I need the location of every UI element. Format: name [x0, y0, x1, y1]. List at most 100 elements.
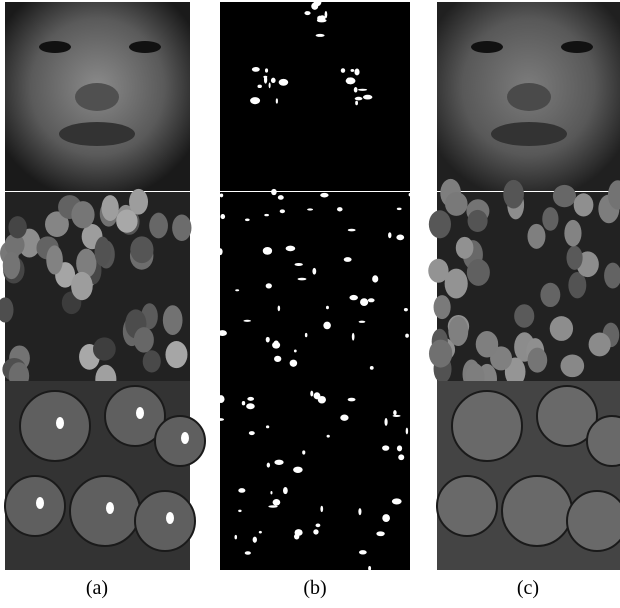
mouth [491, 122, 567, 146]
highlight-spot [355, 97, 363, 101]
highlight-spot [355, 101, 358, 105]
glint [136, 407, 144, 419]
highlight-spot [406, 428, 408, 435]
panel-label: (b) [303, 577, 326, 599]
highlight-spot [312, 268, 316, 275]
highlight-spot [318, 16, 321, 18]
highlight-spot [238, 488, 245, 493]
highlight-spot [217, 418, 224, 421]
jellybean [102, 195, 119, 221]
highlight-spot [348, 398, 356, 402]
highlight-spot [306, 11, 308, 14]
jellybean [8, 216, 26, 238]
jellybean [527, 348, 547, 373]
jellybean [542, 207, 558, 231]
highlight-spot [393, 415, 401, 417]
highlight-spot [358, 508, 361, 515]
highlight-spot [263, 76, 267, 78]
jellybean [476, 331, 498, 357]
jellybean [172, 215, 191, 241]
cherry [567, 491, 620, 551]
jellybean [130, 236, 153, 263]
highlight-spot [266, 425, 269, 428]
jellybean [46, 245, 63, 274]
highlight-spot [278, 195, 284, 200]
highlight-spot [274, 356, 281, 362]
jellybean [134, 327, 154, 353]
highlight-spot [294, 350, 297, 353]
highlight-spot [349, 295, 358, 300]
highlight-spot [235, 289, 239, 291]
cherry [5, 476, 65, 536]
jellybean [163, 305, 183, 335]
highlight-spot [359, 321, 366, 323]
nose [75, 83, 119, 111]
jellybean [503, 180, 524, 209]
highlight-spot [253, 537, 257, 543]
highlight-spot [247, 397, 254, 401]
highlight-spot [318, 396, 326, 404]
highlight-spot [265, 68, 268, 72]
highlight-spot [392, 498, 402, 504]
highlight-spot [396, 234, 404, 240]
highlight-spot [217, 395, 224, 403]
highlight-spot [351, 69, 355, 72]
highlight-spot [218, 330, 227, 336]
mask-image [220, 2, 410, 191]
cherry [135, 491, 195, 551]
highlight-spot [283, 487, 288, 494]
jellybean [429, 340, 452, 368]
highlight-spot [327, 435, 330, 438]
highlight-spot [382, 445, 389, 450]
highlight-spot [316, 34, 325, 37]
highlight-spot [286, 246, 296, 252]
jellybean [71, 201, 94, 228]
jellybean [467, 259, 490, 286]
highlight-spot [313, 529, 318, 534]
jellybean [566, 246, 582, 270]
jellybean [553, 185, 576, 207]
jellybean [93, 337, 116, 360]
highlight-spot [273, 499, 281, 506]
highlight-spot [238, 510, 241, 512]
highlight-spot [404, 308, 408, 311]
highlight-spot [398, 454, 404, 460]
glint [181, 432, 189, 444]
highlight-spot [280, 209, 285, 213]
highlight-spot [270, 491, 272, 494]
highlight-spot [264, 214, 269, 216]
highlight-spot [354, 68, 359, 75]
highlight-spot [397, 445, 402, 451]
jellybean [95, 237, 111, 267]
jellybean [527, 224, 545, 249]
highlight-spot [359, 550, 367, 554]
cherry [437, 476, 497, 536]
highlight-spot [358, 89, 367, 91]
jellybean [574, 193, 594, 216]
highlight-spot [310, 391, 313, 397]
highlight-spot [363, 95, 372, 100]
highlight-spot [245, 551, 251, 554]
panel-label: (a) [86, 577, 108, 599]
highlight-spot [243, 320, 251, 322]
highlight-spot [352, 333, 355, 341]
jellybean [589, 333, 611, 357]
jellybean [564, 220, 581, 247]
highlight-spot [252, 67, 260, 72]
jellybean [149, 213, 168, 238]
glint [106, 502, 114, 514]
highlight-spot [340, 415, 348, 421]
highlight-spot [271, 78, 276, 83]
highlight-spot [305, 333, 308, 337]
cherry [70, 476, 140, 546]
highlight-spot [266, 337, 270, 343]
jellybean [434, 295, 451, 319]
highlight-spot [393, 410, 396, 415]
glint [166, 512, 174, 524]
highlight-spot [370, 366, 374, 370]
highlight-spot [307, 208, 313, 210]
jellybean [143, 350, 161, 372]
highlight-spot [242, 401, 245, 405]
highlight-spot [320, 506, 323, 512]
highlight-spot [298, 278, 307, 281]
